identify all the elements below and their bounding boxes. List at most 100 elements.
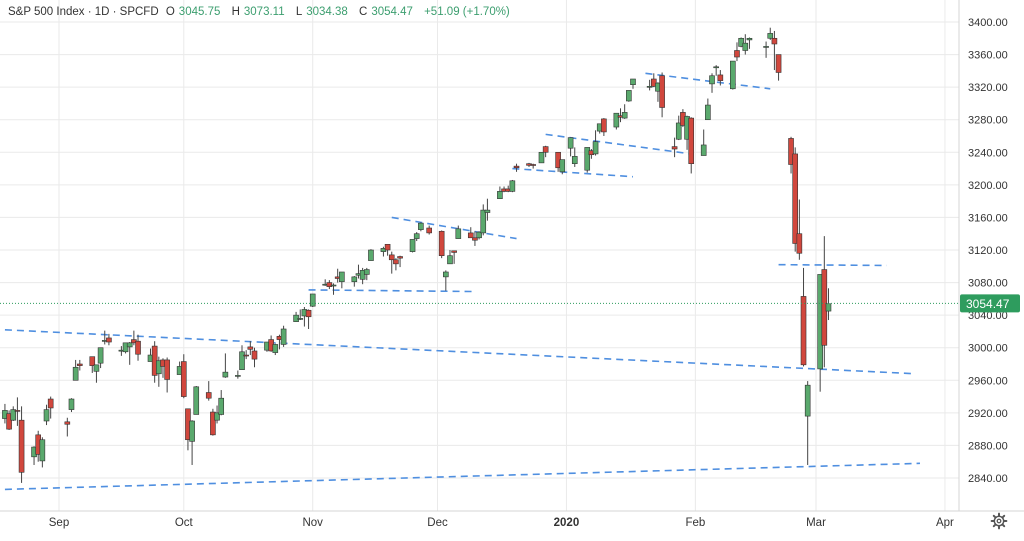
candle [538,151,545,164]
candle [738,37,744,48]
candle-body [205,392,212,399]
symbol-title[interactable]: S&P 500 Index · 1D · SPCFD [8,6,159,18]
candle-body [280,328,287,345]
candle-body [621,112,628,119]
candle [106,333,112,346]
candle [189,420,195,465]
candle-body [418,222,424,230]
candle-body [218,397,225,415]
candle [305,309,312,329]
candle-body [630,78,636,85]
candle-body [89,356,96,366]
candle-body [180,361,187,397]
candle [571,147,578,167]
candle-body [571,156,578,164]
trendline[interactable] [391,216,517,240]
x-tick-label: Dec [427,517,448,529]
candle-body [126,342,133,348]
candles [2,27,832,483]
candle-body [792,153,799,244]
price-axis[interactable]: 3400.00 3360.00 3320.00 3280.00 3240.00 3200.… [968,17,1008,485]
candle-body [763,46,769,48]
candle-body [97,347,104,364]
candle-body [825,303,832,312]
candle-body [650,78,657,87]
trendline[interactable] [512,167,634,178]
y-tick-label: 2920.00 [968,408,1008,420]
candle-body [426,227,432,234]
candle [700,129,707,156]
gear-icon[interactable] [990,512,1008,530]
candle [513,163,520,172]
trendlines[interactable] [4,72,921,491]
candle-body [247,346,254,350]
candle-body [413,233,420,239]
candle [530,163,536,169]
candle [409,239,416,253]
open-value: 3045.75 [178,6,221,18]
candle-body [484,209,491,213]
candle [567,137,574,157]
candle [47,396,54,419]
y-tick-label: 3280.00 [968,115,1008,127]
x-tick-label: Mar [806,517,826,529]
y-tick-label: 3240.00 [968,147,1008,159]
candle-body [135,340,141,355]
candle [613,112,620,130]
candle-body [451,250,457,253]
high-value: 3073.11 [243,6,285,18]
candle-body [700,144,707,156]
candle [705,98,711,121]
candle-body [76,363,83,366]
candle [351,276,358,287]
y-tick-label: 3400.00 [968,17,1008,29]
candle [455,225,462,239]
last-price-badge-text: 3054.47 [966,297,1010,311]
candle [659,72,665,118]
candle [210,408,216,436]
candle [205,381,212,401]
candle [480,204,487,236]
candle-body [93,364,100,372]
candle [97,347,104,369]
candle [559,159,566,175]
candle [438,230,445,259]
candle-body [68,398,75,410]
candle [497,186,503,200]
candle [93,364,100,383]
candle [122,342,129,354]
candle-body [388,254,395,261]
trendline[interactable] [4,462,921,491]
candle-body [775,54,782,73]
trendline[interactable] [778,263,887,267]
change-value: +51.09 (+1.70%) [424,6,510,18]
candle [339,271,345,289]
candle-body [567,137,574,149]
candle [309,293,316,307]
candle [326,280,333,290]
candle [484,198,491,221]
candle [18,406,25,483]
candle-body [559,159,566,173]
time-axis[interactable]: Sep Oct Nov Dec 2020 Feb Mar Apr [49,517,954,529]
candle-body [272,344,279,353]
candle-body [472,237,478,241]
candle-body [326,282,333,287]
candle [89,356,96,373]
candle-body [705,104,711,121]
last-price-badge-box [960,294,1020,313]
candle [592,130,599,156]
candle [384,244,391,256]
candle [467,227,474,239]
trendline[interactable] [4,329,916,375]
trendline[interactable] [645,72,771,90]
x-tick-label: Oct [175,517,194,529]
trendline[interactable] [308,289,475,293]
candle [359,267,366,285]
candle-body [734,50,740,58]
candle-body [239,351,245,370]
candle-body [330,284,337,287]
